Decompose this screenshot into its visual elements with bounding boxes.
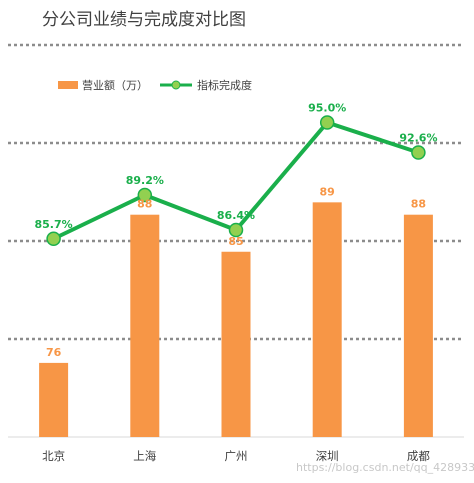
x-tick-label: 成都 — [407, 449, 430, 463]
bar-series — [39, 202, 433, 437]
line-point — [137, 187, 153, 203]
legend-bar-label: 营业额（万） — [82, 78, 148, 92]
bar-data-label: 76 — [46, 346, 62, 359]
legend-bar-swatch — [58, 81, 78, 89]
chart-title: 分公司业绩与完成度对比图 — [42, 10, 246, 30]
bar — [312, 202, 342, 437]
line-series — [46, 115, 426, 246]
line-point — [411, 145, 426, 160]
line-point — [228, 222, 244, 238]
line-data-label: 89.2% — [126, 174, 164, 187]
x-tick-label: 上海 — [133, 449, 156, 463]
bar — [221, 251, 251, 437]
legend: 营业额（万） 指标完成度 — [58, 78, 252, 92]
line-point — [319, 115, 335, 130]
line-data-label: 95.0% — [308, 102, 346, 115]
legend-line-label: 指标完成度 — [197, 78, 252, 92]
x-axis-ticks: 北京 上海 广州 深圳 成都 — [42, 449, 430, 463]
bar — [130, 214, 160, 437]
line-data-label: 85.7% — [35, 218, 73, 231]
data-labels: 76 88 85 89 88 85.7% 89.2% 86.4% 95.0% 92.6% — [35, 102, 438, 359]
bar-data-label: 89 — [320, 185, 335, 198]
bar — [403, 214, 433, 437]
bar — [39, 362, 69, 437]
bar-data-label: 88 — [137, 198, 152, 211]
legend-line-marker — [171, 80, 181, 90]
line-data-label: 86.4% — [217, 209, 255, 222]
bar-data-label: 88 — [411, 198, 426, 211]
x-tick-label: 广州 — [225, 449, 248, 463]
watermark-text: https://blog.csdn.net/qq_42893334 — [296, 461, 474, 474]
x-tick-label: 北京 — [42, 449, 65, 463]
x-tick-label: 深圳 — [316, 449, 339, 463]
line-point — [46, 231, 61, 246]
line-data-label: 92.6% — [399, 132, 437, 145]
bar-data-label: 85 — [228, 235, 243, 248]
